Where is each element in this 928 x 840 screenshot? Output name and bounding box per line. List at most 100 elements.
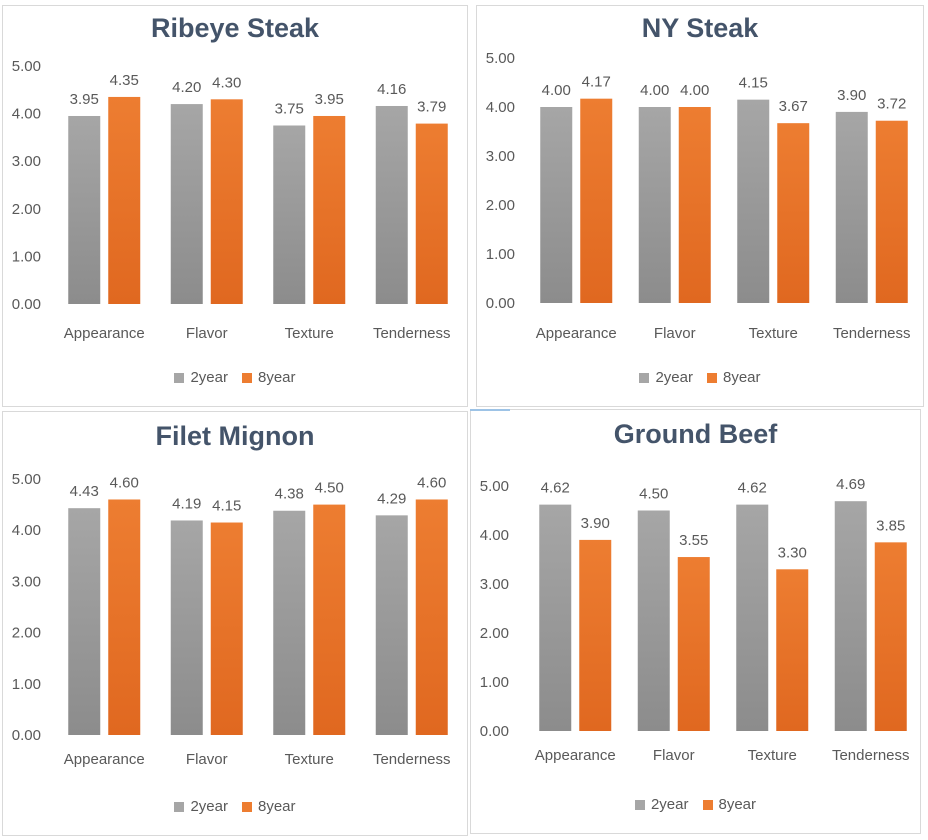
panel-divider	[470, 409, 510, 411]
y-tick-label: 2.00	[486, 197, 515, 214]
data-label: 4.38	[275, 486, 304, 503]
legend-label: 8year	[718, 796, 757, 813]
x-category-label: Texture	[285, 325, 334, 342]
bar-2year	[834, 501, 867, 731]
data-label: 4.00	[542, 82, 571, 99]
bar-2year	[170, 520, 203, 735]
x-category-label: Tenderness	[833, 325, 911, 342]
x-category-label: Texture	[748, 747, 797, 764]
x-category-label: Texture	[749, 325, 798, 342]
y-tick-label: 1.00	[486, 246, 515, 263]
x-category-label: Tenderness	[832, 747, 910, 764]
chart-panel-ny-steak: NY Steak 0.00 1.00 2.00 3.00 4.00 5.00 4.00 4.1…	[476, 5, 924, 407]
data-label: 3.85	[876, 517, 905, 534]
data-label: 3.95	[70, 91, 99, 108]
data-label: 4.43	[70, 483, 99, 500]
data-label: 3.30	[778, 544, 807, 561]
data-label: 4.15	[739, 75, 768, 92]
data-label: 3.75	[275, 101, 304, 118]
bar-2year	[273, 125, 306, 304]
y-tick-label: 4.00	[480, 527, 509, 544]
x-category-label: Flavor	[186, 751, 228, 768]
chart-legend: 2year 8year	[3, 369, 467, 386]
chart-panel-filet-mignon: Filet Mignon 0.00 1.00 2.00 3.00 4.00 5.00 4.4…	[2, 411, 468, 836]
legend-swatch-2year	[174, 801, 185, 812]
y-tick-label: 0.00	[486, 295, 515, 312]
chart-legend: 2year 8year	[477, 369, 923, 386]
legend-swatch-2year	[634, 799, 645, 810]
bar-2year	[835, 111, 868, 304]
chart-plot: 0.00 1.00 2.00 3.00 4.00 5.00 4.43 4.60 Appearan…	[12, 471, 451, 768]
bar-2year	[638, 107, 671, 303]
bar-8year	[776, 569, 809, 731]
data-label: 4.62	[738, 480, 767, 497]
legend-label: 2year	[650, 796, 689, 813]
legend-label: 8year	[723, 369, 761, 386]
data-label: 4.00	[680, 82, 709, 99]
bar-2year	[637, 510, 670, 731]
chart-panel-ground-beef: Ground Beef 0.00 1.00 2.00 3.00 4.00 5.00 4.62…	[470, 409, 921, 834]
x-category-label: Flavor	[653, 747, 695, 764]
bar-8year	[677, 557, 710, 731]
bar-8year	[415, 123, 448, 304]
y-tick-label: 0.00	[480, 723, 509, 740]
y-tick-label: 2.00	[480, 625, 509, 642]
bar-8year	[313, 115, 346, 304]
y-tick-label: 1.00	[12, 676, 41, 693]
data-label: 3.90	[837, 87, 866, 104]
chart-plot: 0.00 1.00 2.00 3.00 4.00 5.00 4.62 3.90 Appearan…	[480, 476, 910, 764]
bar-2year	[540, 107, 573, 303]
x-category-label: Tenderness	[373, 325, 451, 342]
data-label: 4.69	[836, 476, 865, 493]
bar-2year	[273, 510, 306, 735]
data-label: 3.67	[779, 98, 808, 115]
data-label: 4.16	[377, 81, 406, 98]
bar-8year	[874, 542, 907, 731]
data-label: 4.50	[639, 486, 668, 503]
x-category-label: Appearance	[536, 325, 617, 342]
bar-8year	[210, 99, 243, 304]
chart-plot: 0.00 1.00 2.00 3.00 4.00 5.00 3.95 4.35 Appearan…	[12, 58, 451, 342]
y-tick-label: 4.00	[486, 99, 515, 116]
legend-label: 8year	[258, 798, 296, 815]
bar-8year	[210, 522, 243, 735]
data-label: 4.15	[212, 498, 241, 515]
data-label: 4.60	[110, 474, 139, 491]
y-tick-label: 5.00	[12, 58, 41, 75]
y-tick-label: 0.00	[12, 296, 41, 313]
y-tick-label: 5.00	[12, 471, 41, 488]
legend-item-8year: 8year	[707, 369, 761, 386]
data-label: 3.90	[581, 515, 610, 532]
legend-label: 2year	[190, 369, 228, 386]
x-category-label: Appearance	[64, 751, 145, 768]
bar-2year	[68, 508, 101, 735]
legend-item-2year: 2year	[174, 798, 228, 815]
legend-swatch-2year	[174, 372, 185, 383]
data-label: 3.79	[417, 99, 446, 116]
legend-swatch-8year	[702, 799, 713, 810]
y-tick-label: 4.00	[12, 522, 41, 539]
data-label: 3.95	[315, 91, 344, 108]
data-label: 4.20	[172, 79, 201, 96]
bar-8year	[875, 120, 908, 303]
bar-2year	[736, 504, 769, 731]
y-tick-label: 3.00	[12, 573, 41, 590]
legend-item-8year: 8year	[242, 798, 296, 815]
data-label: 4.29	[377, 490, 406, 507]
chart-plot: 0.00 1.00 2.00 3.00 4.00 5.00 4.00 4.17 Appearan…	[486, 50, 911, 342]
y-tick-label: 0.00	[12, 727, 41, 744]
legend-item-2year: 2year	[634, 796, 689, 813]
bar-8year	[678, 107, 711, 303]
chart-legend: 2year 8year	[471, 796, 920, 813]
bar-8year	[108, 499, 141, 735]
bar-8year	[580, 98, 613, 303]
y-tick-label: 5.00	[480, 478, 509, 495]
x-category-label: Appearance	[535, 747, 616, 764]
x-category-label: Flavor	[186, 325, 228, 342]
data-label: 3.72	[877, 96, 906, 113]
legend-item-8year: 8year	[702, 796, 757, 813]
bar-2year	[375, 105, 408, 304]
data-label: 4.00	[640, 82, 669, 99]
y-tick-label: 3.00	[12, 153, 41, 170]
y-tick-label: 5.00	[486, 50, 515, 67]
